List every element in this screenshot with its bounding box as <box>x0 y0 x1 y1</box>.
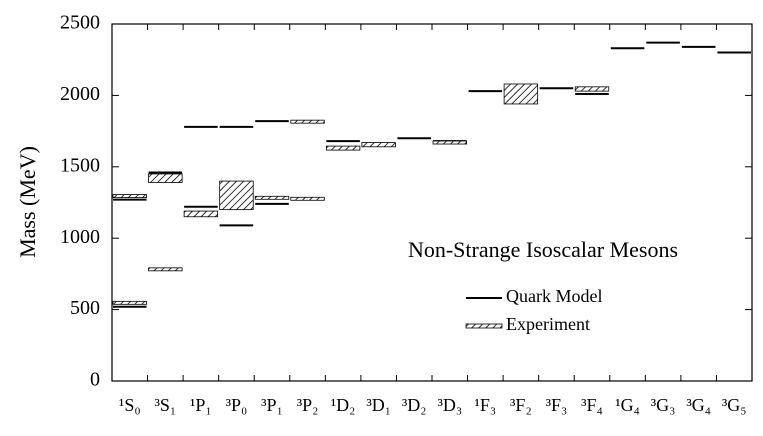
experiment-box <box>361 142 396 148</box>
experiment-box <box>290 196 325 201</box>
y-tick-label: 1000 <box>60 226 100 248</box>
x-tick-label: ¹S₀ <box>119 395 141 415</box>
x-tick-label: ³F₄ <box>581 395 603 415</box>
experiment-box <box>112 300 147 305</box>
x-tick-label: ³F₂ <box>510 395 532 415</box>
x-tick-label: ³F₃ <box>546 395 568 415</box>
y-tick-label: 2000 <box>60 83 100 105</box>
experiment-box <box>503 83 539 105</box>
experiment-box <box>183 210 219 218</box>
x-tick-label: ³D₁ <box>366 395 391 415</box>
legend-label: Quark Model <box>506 286 602 306</box>
x-tick-label: ¹D₂ <box>331 395 356 415</box>
experiment-box <box>219 180 254 211</box>
experiment-box <box>112 194 147 198</box>
plot-frame <box>111 23 753 382</box>
experiment-box <box>432 140 467 145</box>
x-tick-label: ³D₃ <box>437 395 462 415</box>
experiment-box <box>148 173 183 183</box>
experiment-box <box>148 267 183 272</box>
legend-swatch <box>465 323 503 329</box>
experiment-box <box>290 119 325 124</box>
y-tick-label: 1500 <box>60 154 100 176</box>
x-tick-label: ³D₂ <box>402 395 427 415</box>
x-tick-label: ¹G₄ <box>615 395 640 415</box>
legend-label: Experiment <box>506 314 590 334</box>
y-axis-label: Mass (MeV) <box>15 146 40 258</box>
x-tick-label: ¹F₃ <box>474 395 496 415</box>
x-tick-label: ³S₁ <box>154 395 176 415</box>
y-tick-label: 0 <box>90 369 100 391</box>
x-tick-label: ¹P₁ <box>190 395 212 415</box>
annotation: Non-Strange Isoscalar Mesons <box>408 237 678 262</box>
y-tick-label: 500 <box>70 297 100 319</box>
x-tick-label: ³G₄ <box>686 395 711 415</box>
x-tick-label: ³G₃ <box>651 395 676 415</box>
experiment-box <box>574 86 610 92</box>
x-tick-label: ³P₂ <box>297 395 319 415</box>
y-tick-label: 2500 <box>60 12 100 34</box>
x-tick-label: ³G₅ <box>722 395 747 415</box>
x-tick-label: ³P₁ <box>261 395 283 415</box>
experiment-box <box>254 195 290 200</box>
x-tick-label: ³P₀ <box>226 395 248 415</box>
experiment-box <box>325 145 361 151</box>
